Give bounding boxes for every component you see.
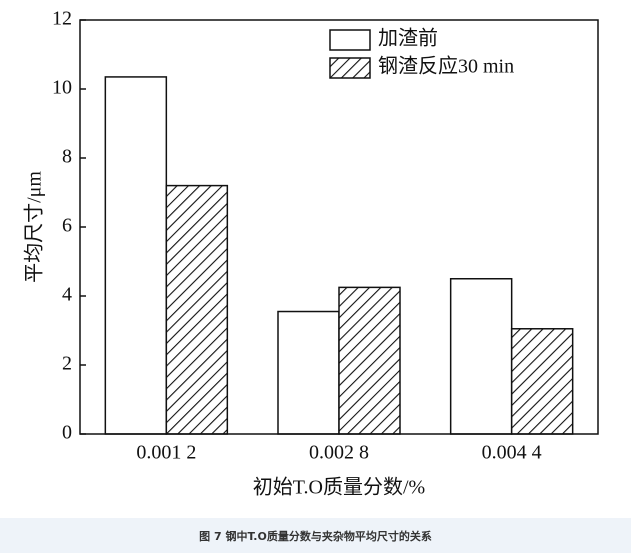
legend-label: 加渣前 (378, 27, 438, 50)
bar (510, 328, 574, 435)
bar (277, 310, 340, 435)
y-tick-label: 8 (62, 146, 72, 168)
y-tick-label: 2 (62, 353, 72, 375)
bar (338, 286, 401, 435)
y-tick-label: 10 (52, 77, 72, 99)
legend-label: 钢渣反应30 min (378, 55, 514, 78)
y-tick-label: 4 (62, 284, 72, 306)
legend-swatch (329, 29, 371, 51)
caption: 图 7 钢中T.O质量分数与夹杂物平均尺寸的关系 (0, 518, 631, 553)
bar (449, 278, 513, 435)
chart: 平均尺寸/μm 初始T.O质量分数/% 0 2 4 6 8 10 12 0.001 2 0.00… (23, 8, 599, 499)
x-axis-label: 初始T.O质量分数/% (253, 476, 425, 499)
x-tick-label: 0.002 8 (309, 442, 369, 464)
y-tick-label: 12 (52, 8, 72, 30)
x-tick-label: 0.004 4 (482, 442, 542, 464)
y-tick-label: 6 (62, 215, 72, 237)
bar (104, 76, 168, 435)
x-tick-label: 0.001 2 (136, 442, 196, 464)
plot-frame (79, 19, 599, 435)
y-tick-label: 0 (62, 422, 72, 444)
bar (165, 184, 229, 435)
legend-swatch (329, 57, 371, 79)
y-axis-label: 平均尺寸/μm (23, 171, 46, 283)
